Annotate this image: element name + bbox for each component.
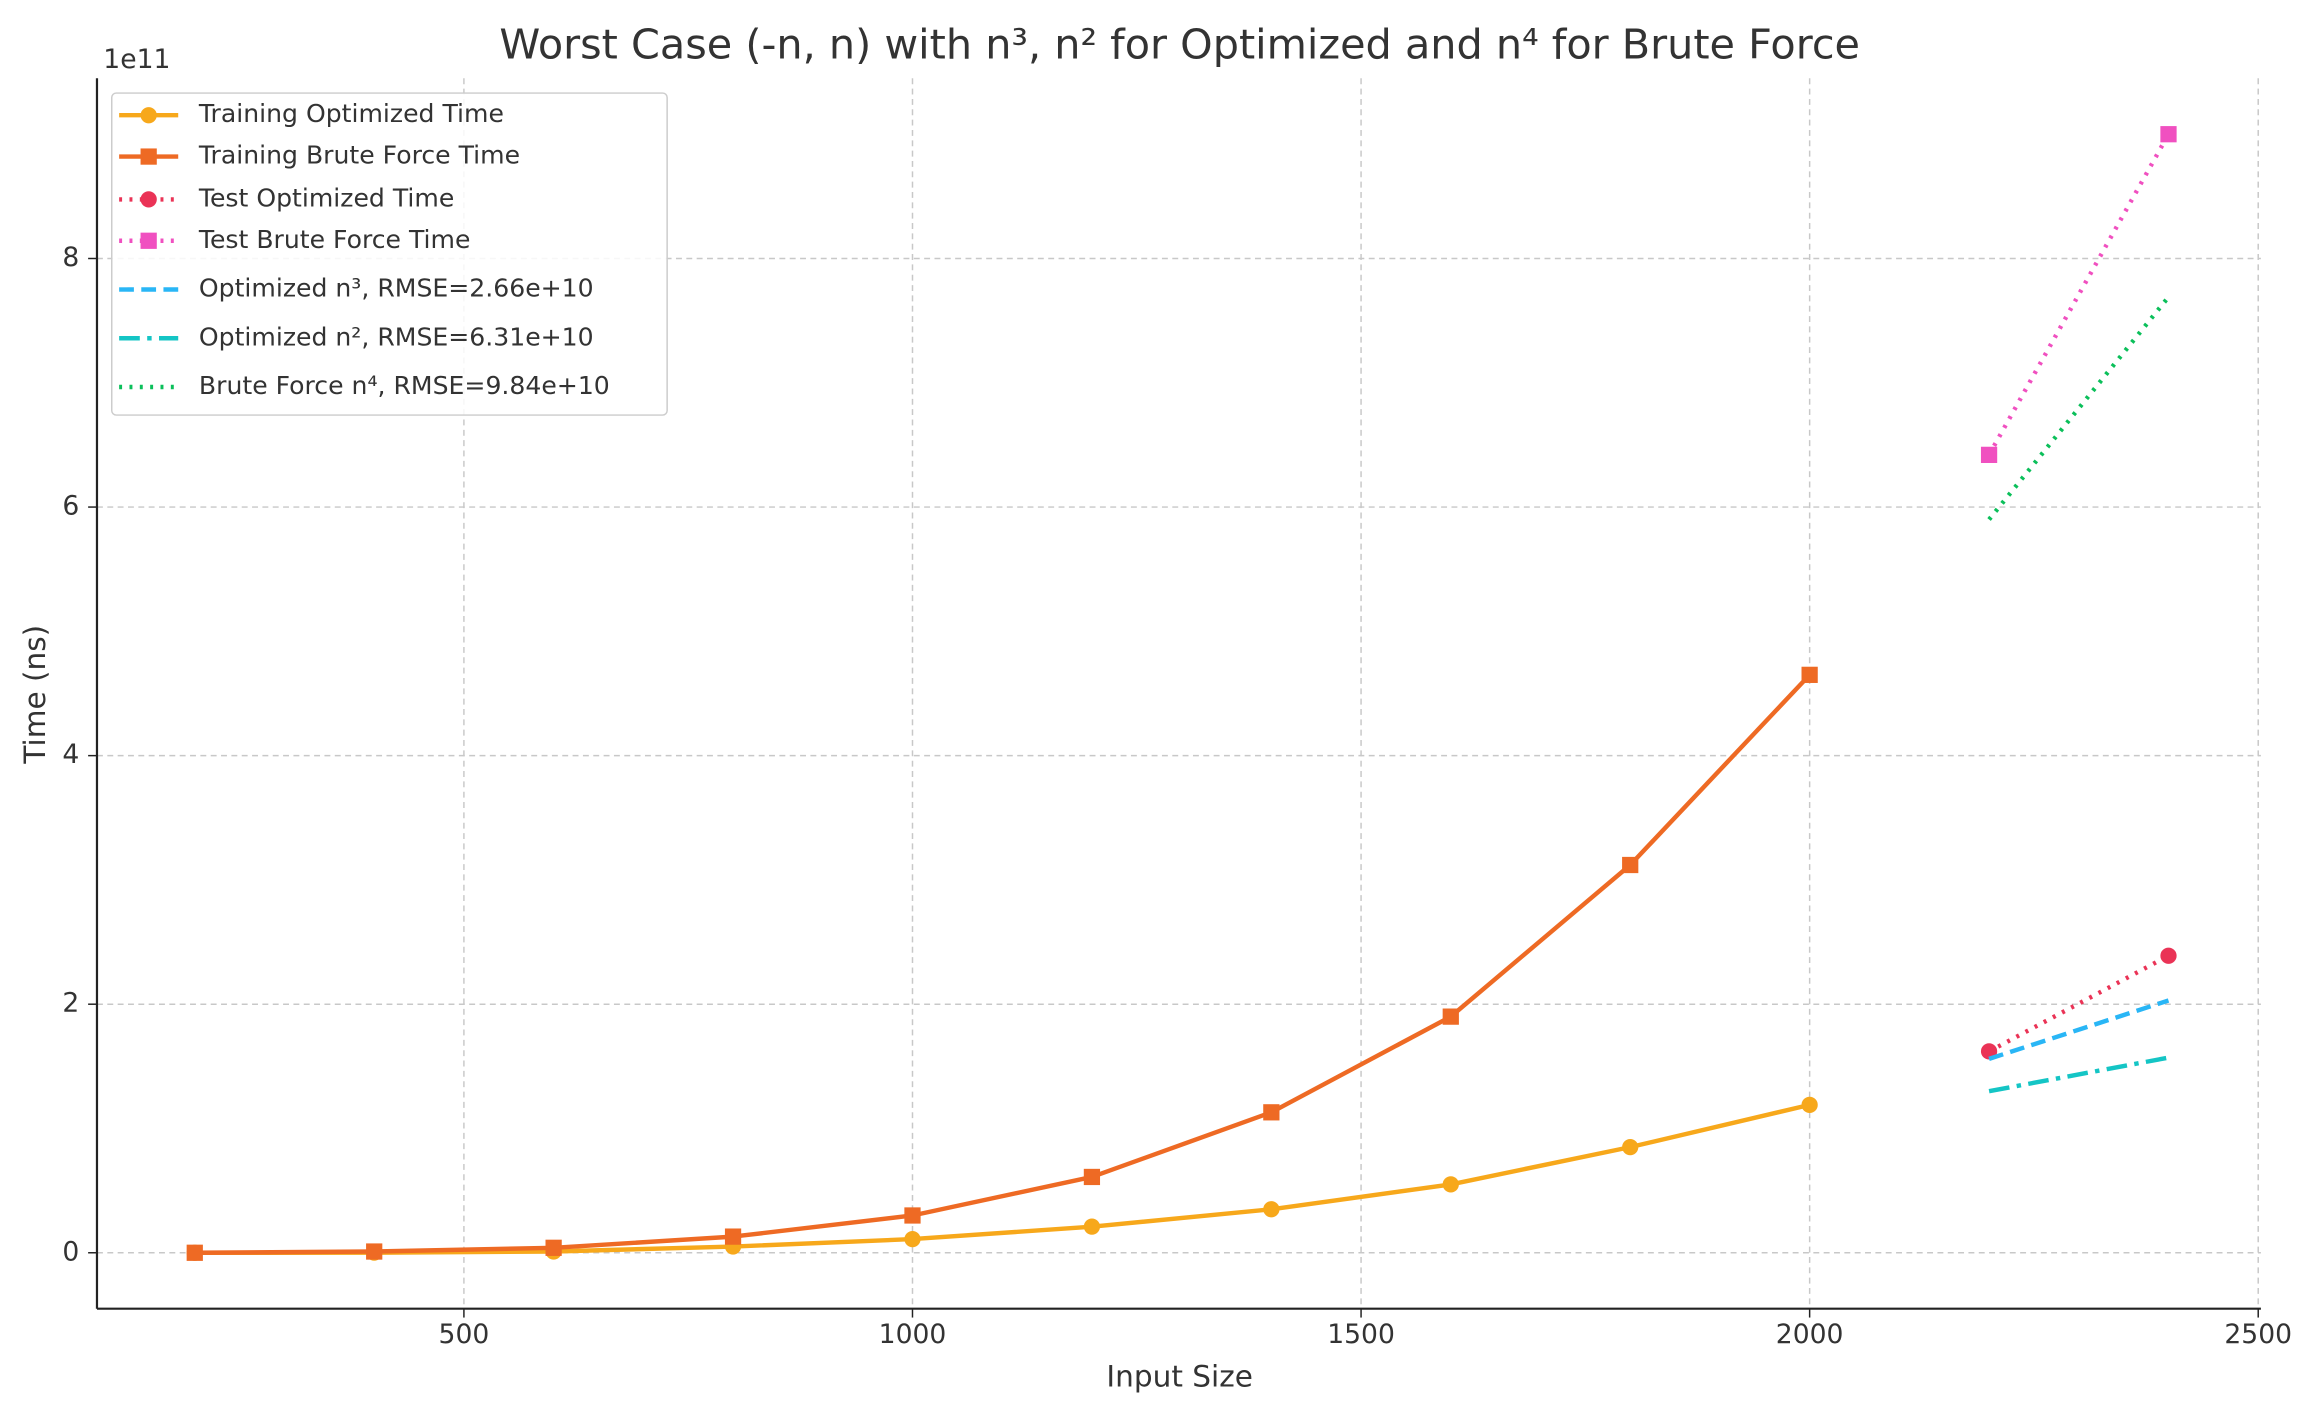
- legend-label: Test Optimized Time: [198, 183, 454, 212]
- point: [1083, 1168, 1101, 1186]
- legend-label: Test Brute Force Time: [198, 225, 471, 254]
- legend-label: Training Brute Force Time: [198, 141, 520, 170]
- y-tick-label: 8: [62, 242, 79, 273]
- series-line: [1988, 953, 2170, 1054]
- point: [1801, 666, 1818, 683]
- grid: 500 1000 1500 2000 2500 0 2 4 6 8: [62, 78, 2292, 1350]
- legend-marker: [140, 191, 157, 208]
- legend-marker: [140, 232, 157, 249]
- series-line: [194, 673, 1812, 1255]
- legend-item: Test Brute Force Time: [119, 225, 470, 254]
- series-line: [1988, 1055, 2169, 1094]
- x-tick-label: 1500: [1327, 1319, 1395, 1350]
- legend-label: Optimized n³, RMSE=2.66e+10: [199, 274, 594, 303]
- point: [366, 1243, 383, 1260]
- point: [1083, 1218, 1101, 1235]
- point: [186, 1244, 203, 1261]
- point: [1442, 1176, 1459, 1193]
- point: [1263, 1201, 1280, 1218]
- point: [724, 1228, 742, 1245]
- legend-item: Optimized n³, RMSE=2.66e+10: [119, 274, 594, 303]
- legend: Training Optimized Time Training Brute Fo…: [111, 92, 668, 416]
- legend-label: Optimized n², RMSE=6.31e+10: [199, 322, 594, 351]
- legend-marker: [140, 107, 157, 124]
- legend-item: Brute Force n⁴, RMSE=9.84e+10: [119, 371, 610, 400]
- series-line: [1987, 133, 2171, 456]
- legend-label: Brute Force n⁴, RMSE=9.84e+10: [199, 371, 610, 400]
- point: [1622, 1139, 1639, 1156]
- y-axis-label: Time (ns): [18, 625, 52, 765]
- y-tick-label: 4: [62, 739, 79, 770]
- legend-item: Training Optimized Time: [119, 99, 504, 128]
- x-tick-label: 2000: [1776, 1319, 1844, 1350]
- y-tick-label: 2: [62, 988, 79, 1019]
- point: [1263, 1104, 1280, 1121]
- series-line: [1988, 998, 2170, 1061]
- point: [1442, 1008, 1459, 1025]
- point: [545, 1239, 562, 1256]
- point: [1622, 856, 1639, 874]
- y-offset-label: 1e11: [103, 44, 170, 75]
- point: [904, 1230, 921, 1248]
- point: [2160, 126, 2177, 143]
- series-line: [1987, 295, 2171, 521]
- legend-item: Optimized n², RMSE=6.31e+10: [119, 322, 594, 351]
- series-line: [194, 1102, 1811, 1255]
- point: [1801, 1096, 1818, 1113]
- legend-marker: [140, 148, 157, 165]
- x-tick-label: 500: [439, 1319, 490, 1350]
- chart-title: Worst Case (-n, n) with n³, n² for Optim…: [499, 20, 1860, 68]
- x-axis-label: Input Size: [1106, 1360, 1252, 1394]
- x-tick-label: 2500: [2224, 1319, 2292, 1350]
- y-tick-label: 0: [62, 1236, 79, 1267]
- x-tick-label: 1000: [879, 1319, 947, 1350]
- legend-label: Training Optimized Time: [198, 99, 504, 128]
- legend-box: [111, 92, 668, 416]
- legend-item: Test Optimized Time: [119, 183, 454, 212]
- point: [904, 1207, 921, 1224]
- legend-item: Training Brute Force Time: [119, 141, 520, 170]
- point: [2160, 947, 2177, 964]
- plot-area: [186, 126, 2177, 1261]
- y-tick-label: 6: [62, 491, 79, 522]
- point: [1980, 446, 1998, 463]
